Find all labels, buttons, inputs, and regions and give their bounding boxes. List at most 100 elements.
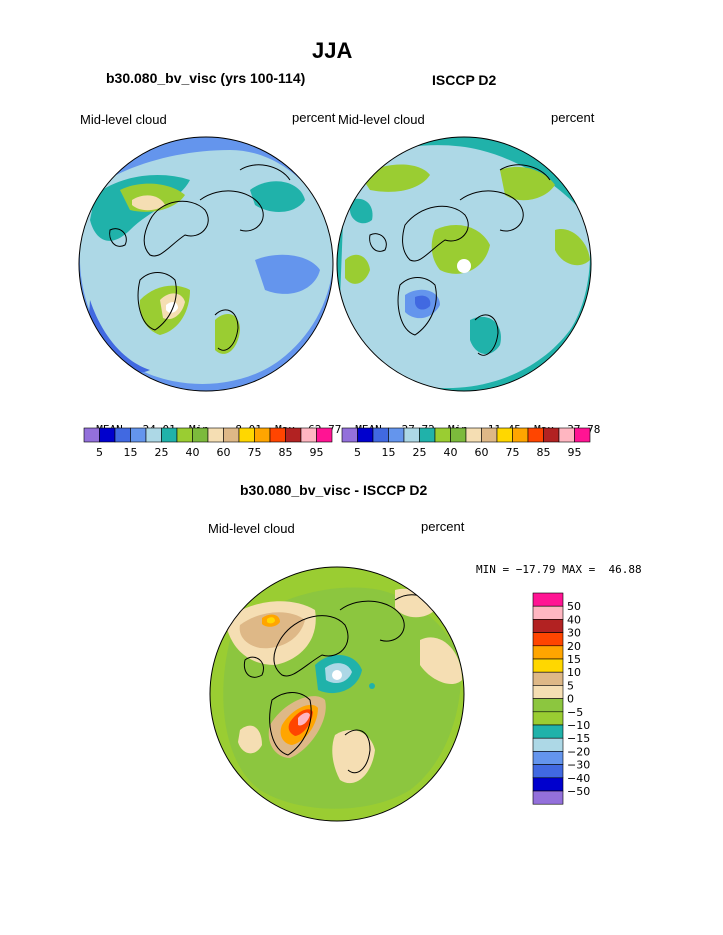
diff-colorbar-swatch	[532, 605, 564, 620]
right-colorbar: 5 15 25 40 60 75 85 95	[341, 427, 591, 459]
right-colorbar-tick-label: 15	[382, 446, 396, 459]
diff-colorbar-tick-label: 5	[567, 679, 574, 692]
right-field-label: Mid-level cloud	[338, 112, 425, 127]
left-colorbar-swatch	[285, 427, 302, 443]
diff-colorbar-tick-label: −10	[567, 719, 590, 732]
left-colorbar-swatch	[145, 427, 162, 443]
diff-colorbar-swatch	[532, 751, 564, 765]
left-field-label: Mid-level cloud	[80, 112, 167, 127]
right-coastlines	[369, 164, 551, 356]
right-colorbar-tick-label: 75	[506, 446, 520, 459]
diff-colorbar-tick-label: −5	[567, 706, 583, 719]
page-title: JJA	[312, 38, 353, 63]
diff-colorbar-swatch	[532, 658, 564, 673]
left-colorbar-swatch	[176, 427, 193, 443]
left-colorbar-tick-label: 85	[279, 446, 293, 459]
diff-colorbar-tick-label: 50	[567, 600, 581, 613]
diff-map	[210, 567, 464, 821]
diff-colorbar-tick-label: −15	[567, 732, 590, 745]
diff-units-label: percent	[421, 519, 465, 534]
diff-map-border	[209, 566, 465, 822]
diff-colorbar-swatch	[532, 685, 564, 699]
left-colorbar-swatch	[316, 427, 333, 443]
left-colorbar-swatch	[130, 427, 147, 443]
diff-colorbar-swatch	[532, 592, 564, 607]
right-colorbar-tick-label: 85	[537, 446, 551, 459]
left-colorbar-swatch	[223, 427, 240, 443]
left-colorbar-swatch	[254, 427, 271, 443]
diff-colorbar-swatch	[532, 711, 564, 726]
diff-colorbar-swatch	[532, 698, 564, 713]
right-colorbar-swatch	[434, 427, 451, 443]
right-units-label: percent	[551, 110, 595, 125]
left-coastlines	[109, 164, 291, 351]
left-colorbar-tick-label: 40	[186, 446, 200, 459]
diff-colorbar-tick-label: −30	[567, 759, 590, 772]
diff-colorbar-swatch	[532, 671, 564, 686]
left-colorbar-swatch	[161, 427, 178, 443]
right-colorbar-swatch	[574, 427, 591, 443]
right-colorbar-swatch	[419, 427, 436, 443]
right-colorbar-swatch	[543, 427, 560, 443]
diff-coastlines	[243, 594, 441, 774]
left-colorbar-swatch	[238, 427, 255, 443]
diff-colorbar-tick-label: 15	[567, 653, 581, 666]
left-colorbar-swatch	[114, 427, 131, 443]
right-map	[337, 137, 591, 391]
left-map-border	[78, 136, 334, 392]
left-colorbar-swatch	[300, 427, 317, 443]
diff-field-label: Mid-level cloud	[208, 521, 295, 536]
right-colorbar-tick-label: 95	[568, 446, 582, 459]
right-colorbar-tick-label: 5	[354, 446, 361, 459]
diff-colorbar-tick-label: 40	[567, 613, 581, 626]
right-colorbar-swatch	[341, 427, 358, 443]
right-colorbar-tick-label: 60	[475, 446, 489, 459]
left-colorbar-swatch	[207, 427, 224, 443]
diff-colorbar-swatch	[532, 619, 564, 633]
diff-colorbar-tick-label: 30	[567, 627, 581, 640]
left-colorbar-tick-label: 95	[310, 446, 324, 459]
right-map-border	[336, 136, 592, 392]
right-colorbar-swatch	[558, 427, 575, 443]
diff-colorbar-swatch	[532, 764, 564, 779]
diff-colorbar-swatch	[532, 790, 564, 805]
right-colorbar-swatch	[388, 427, 405, 443]
right-colorbar-swatch	[372, 427, 389, 443]
left-colorbar-tick-label: 5	[96, 446, 103, 459]
left-panel-title: b30.080_bv_visc (yrs 100-114)	[106, 70, 306, 86]
diff-minmax: MIN = −17.79 MAX = 46.88	[476, 563, 642, 576]
right-colorbar-swatch	[465, 427, 482, 443]
left-colorbar-tick-label: 60	[217, 446, 231, 459]
diff-colorbar-swatch	[532, 632, 564, 647]
left-map	[79, 137, 333, 391]
left-colorbar-swatch	[83, 427, 100, 443]
right-colorbar-swatch	[403, 427, 420, 443]
left-units-label: percent	[292, 110, 336, 125]
diff-colorbar-swatch	[532, 645, 564, 660]
diff-colorbar-tick-label: −20	[567, 745, 590, 758]
diff-colorbar-swatch	[532, 777, 564, 792]
right-colorbar-swatch	[527, 427, 544, 443]
left-colorbar-swatch	[192, 427, 209, 443]
right-colorbar-swatch	[450, 427, 467, 443]
right-panel-title: ISCCP D2	[432, 72, 497, 88]
diff-colorbar-tick-label: 10	[567, 666, 581, 679]
diff-colorbar-swatch	[532, 737, 564, 752]
left-colorbar-tick-label: 75	[248, 446, 262, 459]
right-colorbar-tick-label: 40	[444, 446, 458, 459]
left-colorbar-swatch	[99, 427, 116, 443]
right-colorbar-swatch	[357, 427, 374, 443]
diff-colorbar-swatch	[532, 724, 564, 739]
left-colorbar-tick-label: 25	[155, 446, 169, 459]
diff-colorbar-tick-label: −40	[567, 772, 590, 785]
right-colorbar-swatch	[481, 427, 498, 443]
left-colorbar-tick-label: 15	[124, 446, 138, 459]
left-colorbar: 5 15 25 40 60 75 85 95	[83, 427, 333, 459]
right-colorbar-swatch	[496, 427, 513, 443]
diff-colorbar-tick-label: 0	[567, 693, 574, 706]
left-colorbar-swatch	[269, 427, 286, 443]
right-colorbar-swatch	[512, 427, 529, 443]
diff-panel-title: b30.080_bv_visc - ISCCP D2	[240, 482, 428, 498]
